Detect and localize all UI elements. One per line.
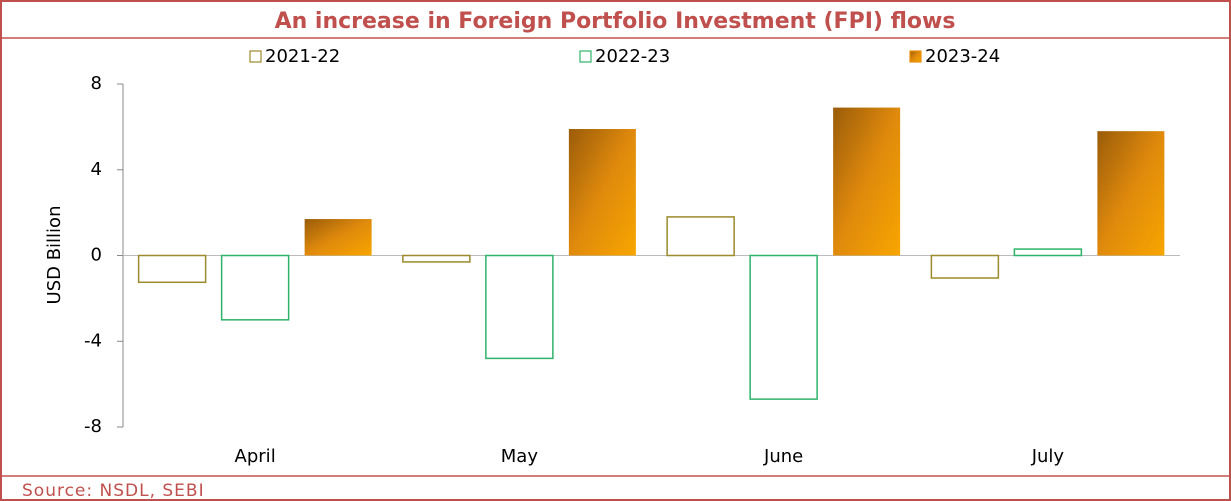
legend-label: 2023-24 <box>925 46 1000 67</box>
bar <box>402 254 471 263</box>
y-tick-label: 4 <box>91 159 102 180</box>
bar <box>833 107 901 256</box>
legend-swatch <box>909 50 922 63</box>
bar <box>220 254 290 321</box>
bar <box>304 219 372 256</box>
legend-swatch <box>249 50 262 63</box>
bar <box>1013 248 1083 257</box>
y-tick-label: 8 <box>91 73 102 94</box>
x-tick-label: June <box>763 446 803 467</box>
bar <box>1097 131 1165 256</box>
x-tick-label: July <box>1031 446 1065 467</box>
y-tick-label: 0 <box>91 245 102 266</box>
legend-swatch <box>579 50 592 63</box>
bar <box>930 254 1000 279</box>
bar <box>485 254 554 360</box>
source: Source: NSDL, SEBI <box>22 481 205 501</box>
y-tick-label: -8 <box>84 416 102 437</box>
bar <box>749 254 818 400</box>
bar <box>666 216 735 257</box>
x-tick-label: May <box>501 446 539 467</box>
x-tick-label: April <box>235 446 276 467</box>
legend-label: 2021-22 <box>265 46 340 67</box>
legend-label: 2022-23 <box>595 46 670 67</box>
bar <box>137 254 207 284</box>
chart-title: An increase in Foreign Portfolio Investm… <box>275 9 956 34</box>
y-tick-label: -4 <box>84 330 102 351</box>
y-axis-label: USD Billion <box>44 206 65 305</box>
bar <box>568 129 636 256</box>
